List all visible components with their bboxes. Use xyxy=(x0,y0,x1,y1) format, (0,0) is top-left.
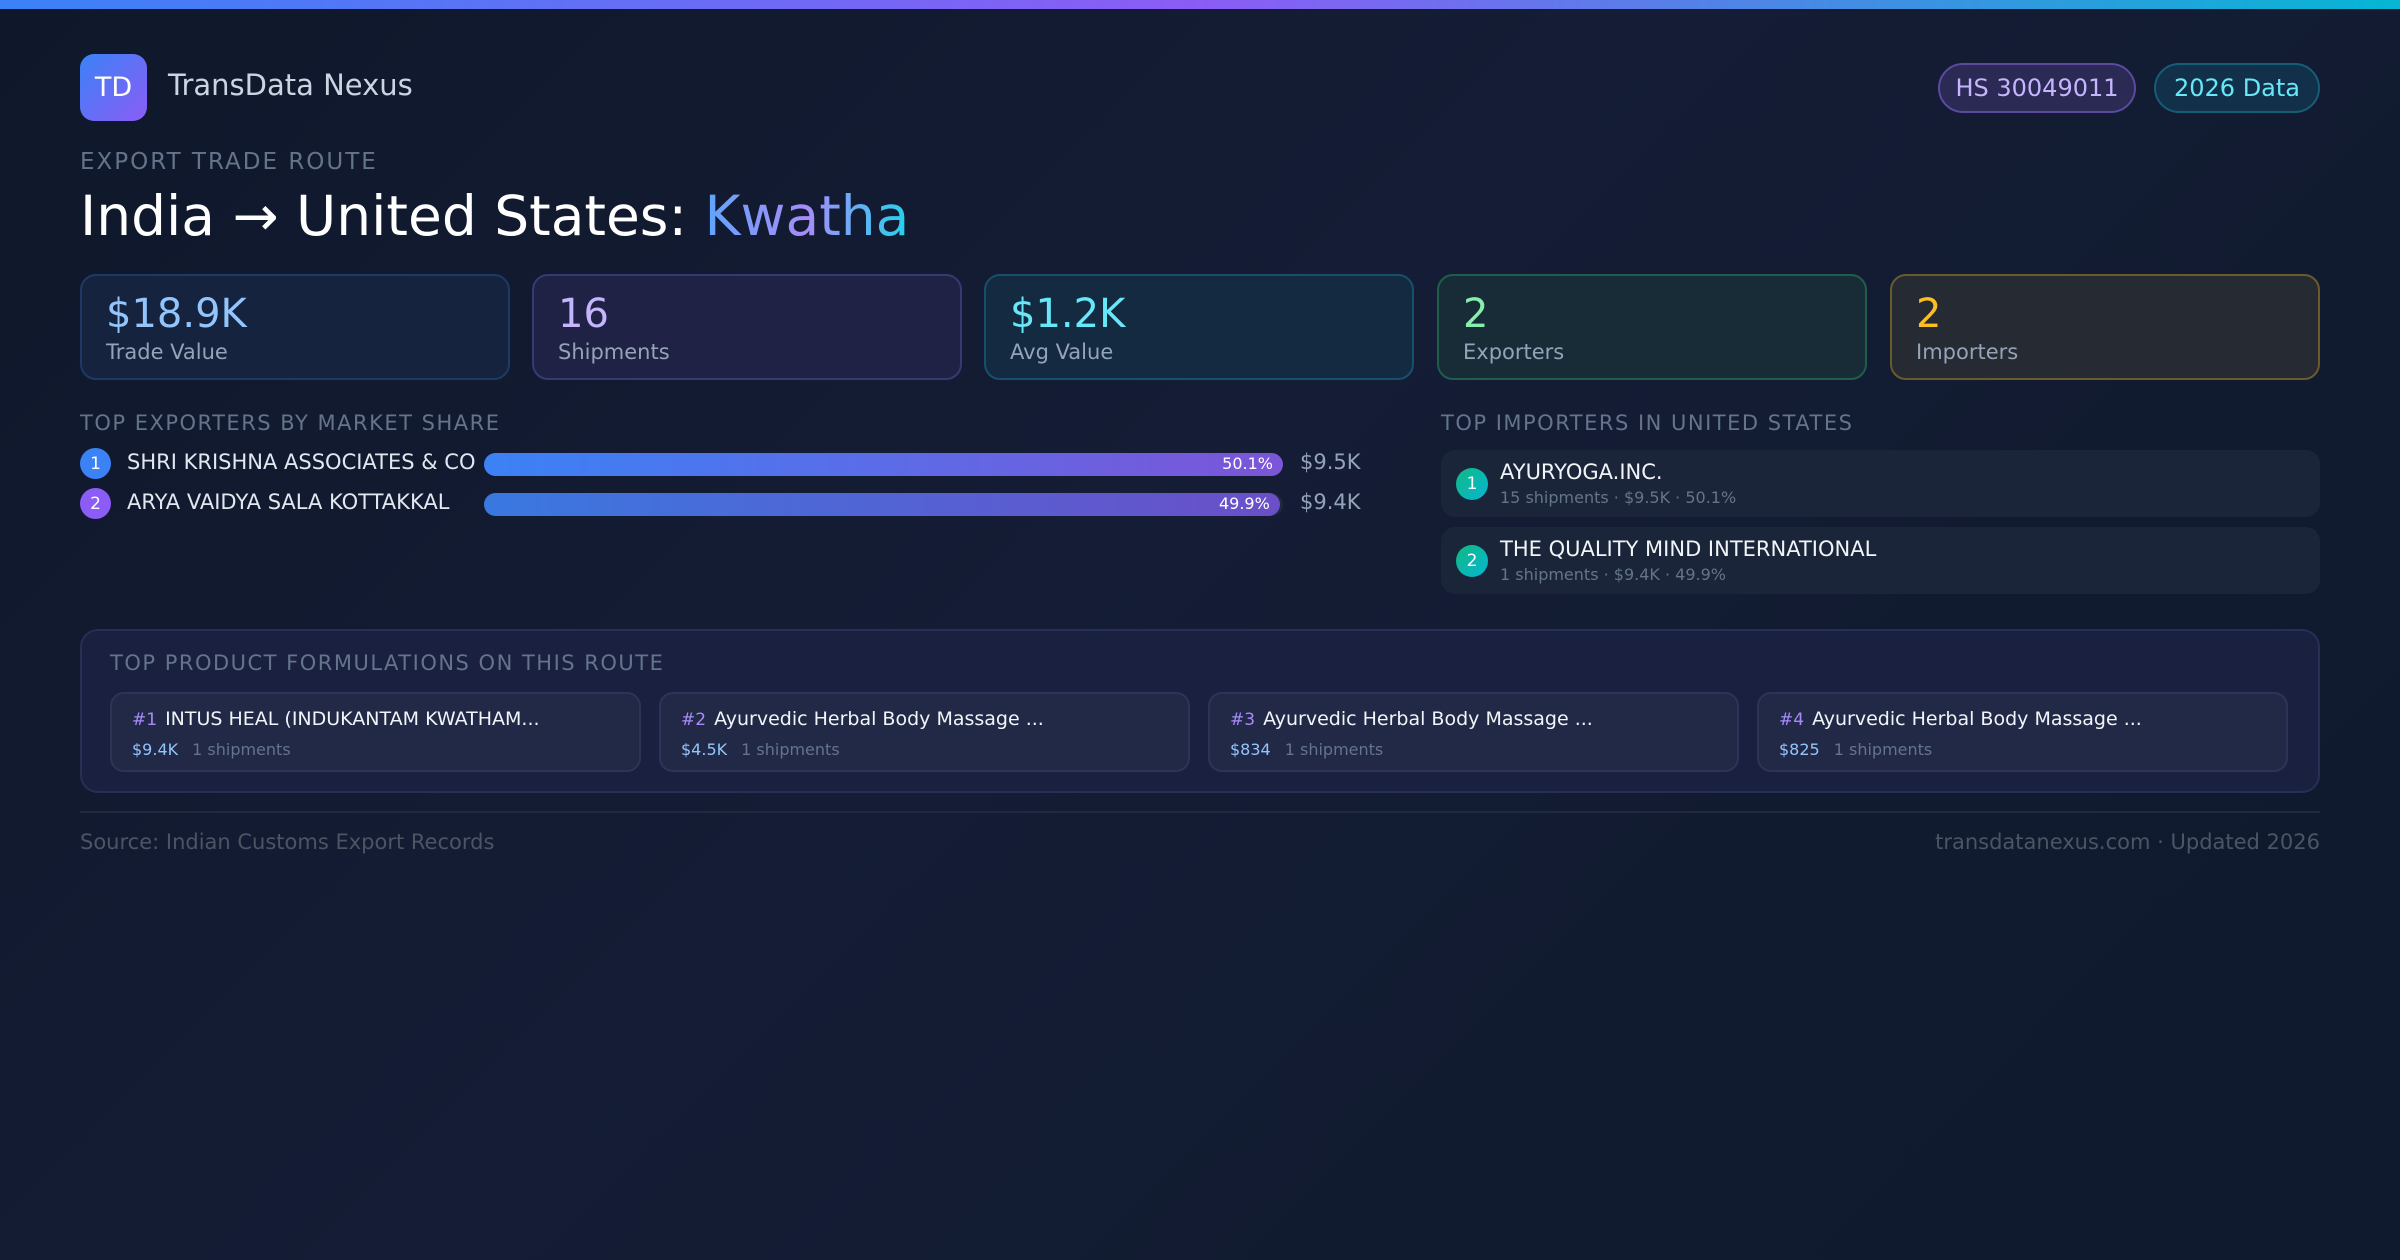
formulation-value: $4.5K xyxy=(681,740,728,759)
exporter-row[interactable]: 2 ARYA VAIDYA SALA KOTTAKKAL 49.9% $9.4K xyxy=(80,488,1361,520)
top-accent-bar xyxy=(0,0,2400,9)
formulations-section-title: TOP PRODUCT FORMULATIONS ON THIS ROUTE xyxy=(110,651,665,675)
share-bar: 49.9% xyxy=(484,493,1283,516)
formulation-rank: #1 xyxy=(132,710,158,730)
formulation-name: INTUS HEAL (INDUKANTAM KWATHAM... xyxy=(165,708,540,730)
share-bar-fill: 50.1% xyxy=(484,453,1283,476)
footer-site[interactable]: transdatanexus.com · Updated 2026 xyxy=(1935,830,2320,854)
footer-divider xyxy=(80,811,2320,813)
footer-source: Source: Indian Customs Export Records xyxy=(80,830,495,854)
formulation-card[interactable]: #3 Ayurvedic Herbal Body Massage ... $834 1… xyxy=(1208,692,1739,772)
stat-avg-value: $1.2K Avg Value xyxy=(984,274,1414,380)
stat-importers: 2 Importers xyxy=(1890,274,2320,380)
share-label: 50.1% xyxy=(1222,454,1273,473)
formulation-card[interactable]: #2 Ayurvedic Herbal Body Massage ... $4.5K… xyxy=(659,692,1190,772)
formulations-panel: TOP PRODUCT FORMULATIONS ON THIS ROUTE #… xyxy=(80,629,2320,793)
stat-label: Shipments xyxy=(558,340,670,364)
share-bar: 50.1% xyxy=(484,453,1283,476)
stat-label: Trade Value xyxy=(106,340,228,364)
data-year-badge: 2026 Data xyxy=(2154,63,2320,113)
stat-exporters: 2 Exporters xyxy=(1437,274,1867,380)
title-product: Kwatha xyxy=(704,184,910,248)
share-label: 49.9% xyxy=(1218,494,1270,513)
page-title: India → United States: Kwatha xyxy=(80,184,909,248)
importer-card[interactable]: 2 THE QUALITY MIND INTERNATIONAL 1 shipm… xyxy=(1441,527,2320,594)
importer-detail: 15 shipments · $9.5K · 50.1% xyxy=(1500,488,1737,507)
formulation-rank: #2 xyxy=(681,710,707,730)
stat-value: 2 xyxy=(1463,291,1489,337)
share-bar-fill: 49.9% xyxy=(484,493,1280,516)
logo[interactable]: TD xyxy=(80,54,147,121)
page-eyebrow: EXPORT TRADE ROUTE xyxy=(80,149,378,175)
formulation-shipments: 1 shipments xyxy=(1833,740,1933,759)
exporter-row[interactable]: 1 SHRI KRISHNA ASSOCIATES & CO 50.1% $9.… xyxy=(80,448,1361,480)
brand-name[interactable]: TransData Nexus xyxy=(168,68,413,102)
stat-trade-value: $18.9K Trade Value xyxy=(80,274,510,380)
hs-code-badge: HS 30049011 xyxy=(1938,63,2136,113)
rank-badge: 1 xyxy=(80,448,111,479)
importer-name: AYURYOGA.INC. xyxy=(1500,460,1663,484)
formulation-name: Ayurvedic Herbal Body Massage ... xyxy=(1263,708,1593,730)
formulation-shipments: 1 shipments xyxy=(192,740,291,759)
stat-shipments: 16 Shipments xyxy=(532,274,962,380)
stat-value: 2 xyxy=(1916,291,1942,337)
formulation-name: Ayurvedic Herbal Body Massage ... xyxy=(714,708,1044,730)
importer-detail: 1 shipments · $9.4K · 49.9% xyxy=(1500,565,1726,584)
exporter-value: $9.4K xyxy=(1300,490,1361,514)
stat-value: $1.2K xyxy=(1010,291,1126,337)
formulation-card[interactable]: #1 INTUS HEAL (INDUKANTAM KWATHAM... $9.4K… xyxy=(110,692,641,772)
stat-label: Avg Value xyxy=(1010,340,1114,364)
formulation-name: Ayurvedic Herbal Body Massage ... xyxy=(1812,708,2142,730)
importer-card[interactable]: 1 AYURYOGA.INC. 15 shipments · $9.5K · 5… xyxy=(1441,450,2320,517)
rank-badge: 2 xyxy=(1456,545,1488,577)
formulation-rank: #3 xyxy=(1230,710,1256,730)
exporter-name: ARYA VAIDYA SALA KOTTAKKAL xyxy=(127,490,450,514)
stat-label: Importers xyxy=(1916,340,2019,364)
formulation-card[interactable]: #4 Ayurvedic Herbal Body Massage ... $825 1… xyxy=(1757,692,2288,772)
stat-label: Exporters xyxy=(1463,340,1565,364)
rank-badge: 1 xyxy=(1456,468,1488,500)
exporters-section-title: TOP EXPORTERS BY MARKET SHARE xyxy=(80,411,501,435)
formulation-value: $9.4K xyxy=(132,740,179,759)
formulation-rank: #4 xyxy=(1779,710,1805,730)
title-route: India → United States: xyxy=(80,184,705,248)
formulation-shipments: 1 shipments xyxy=(741,740,840,759)
rank-badge: 2 xyxy=(80,488,111,519)
formulation-shipments: 1 shipments xyxy=(1284,740,1384,759)
exporter-name: SHRI KRISHNA ASSOCIATES & CO xyxy=(127,450,476,474)
exporter-value: $9.5K xyxy=(1300,450,1361,474)
formulation-value: $825 xyxy=(1779,740,1820,759)
stat-value: 16 xyxy=(558,291,609,337)
stat-value: $18.9K xyxy=(106,291,247,337)
importer-name: THE QUALITY MIND INTERNATIONAL xyxy=(1500,537,1877,561)
importers-section-title: TOP IMPORTERS IN UNITED STATES xyxy=(1441,411,1854,435)
formulation-value: $834 xyxy=(1230,740,1271,759)
